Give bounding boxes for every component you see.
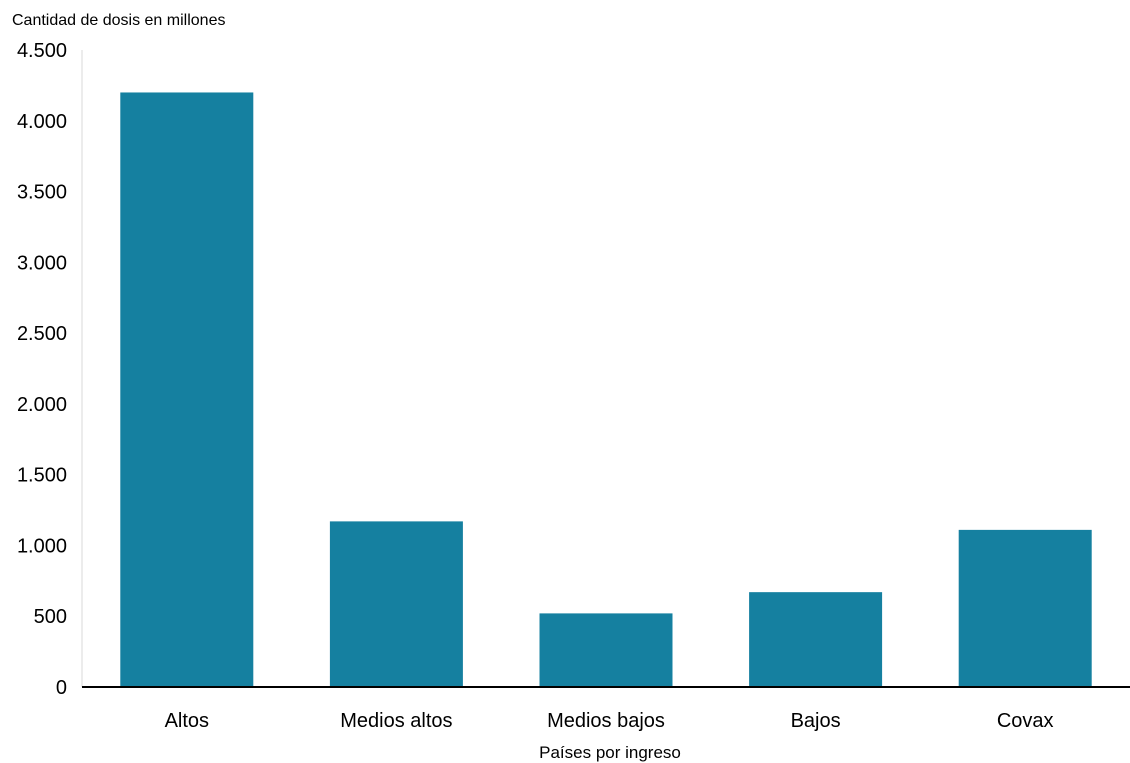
y-tick-label: 3.000 [17, 252, 67, 274]
y-tick-label: 1.000 [17, 535, 67, 557]
bar [749, 592, 883, 687]
x-tick-label: Altos [165, 710, 209, 732]
x-tick-label: Covax [997, 710, 1054, 732]
x-tick-label: Medios bajos [547, 710, 665, 732]
x-tick-label: Medios altos [340, 710, 452, 732]
y-tick-label: 4.500 [17, 40, 67, 62]
bars [120, 92, 1092, 687]
y-tick-label: 3.500 [17, 182, 67, 204]
y-tick-label: 2.500 [17, 323, 67, 345]
x-axis-categories: Altos Medios altos Medios bajos Bajos Covax [165, 710, 1054, 732]
y-tick-label: 0 [56, 677, 67, 699]
y-tick-label: 2.000 [17, 394, 67, 416]
bar [958, 529, 1092, 687]
y-tick-label: 4.000 [17, 111, 67, 133]
x-tick-label: Bajos [791, 710, 841, 732]
x-axis-title: Países por ingreso [539, 743, 681, 762]
bar [120, 92, 254, 687]
bar [539, 613, 673, 687]
y-tick-label: 1.500 [17, 465, 67, 487]
bar [329, 521, 463, 687]
y-axis-ticks: 0 500 1.000 1.500 2.000 2.500 3.000 3.500 4.000 4… [17, 40, 67, 699]
y-axis-title: Cantidad de dosis en millones [12, 12, 225, 29]
y-tick-label: 500 [34, 606, 67, 628]
